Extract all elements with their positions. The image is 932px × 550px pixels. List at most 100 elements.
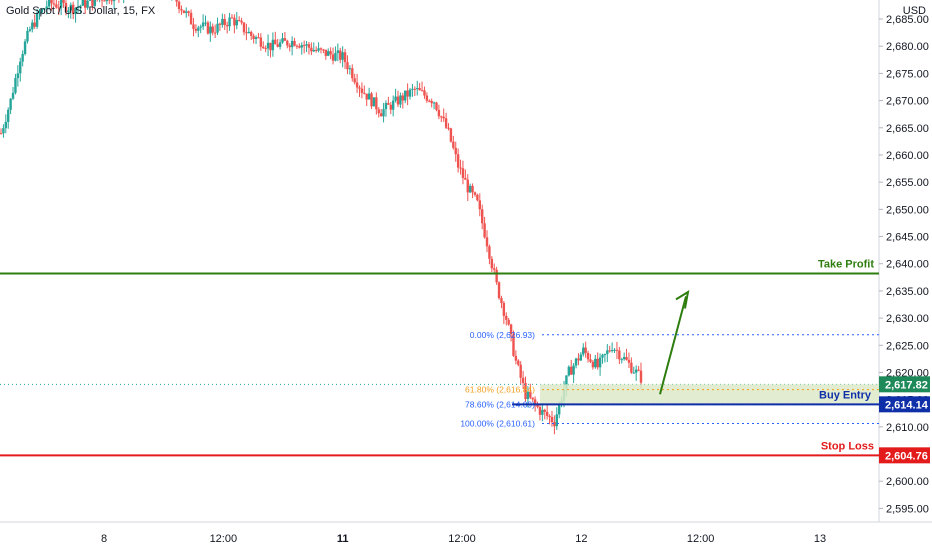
candle-body bbox=[613, 349, 616, 351]
stop-loss-price-tag-bg bbox=[879, 447, 930, 464]
candle-body bbox=[57, 7, 60, 9]
y-tick-label: 2,650.00 bbox=[886, 204, 929, 216]
candle-body bbox=[64, 3, 68, 13]
candle-body bbox=[379, 113, 383, 117]
candle-body bbox=[266, 42, 270, 49]
candle-body bbox=[204, 22, 207, 24]
candle-body bbox=[91, 0, 94, 6]
candle-body bbox=[505, 315, 508, 320]
candle-body bbox=[281, 38, 284, 43]
candle-body bbox=[343, 52, 347, 63]
candle-body bbox=[389, 104, 392, 110]
candle-body bbox=[67, 10, 70, 13]
candle-body bbox=[377, 109, 380, 114]
candle-body bbox=[84, 0, 87, 8]
candle-body bbox=[382, 109, 385, 117]
candle-body bbox=[447, 127, 450, 129]
candle-body bbox=[223, 18, 226, 26]
candle-body bbox=[608, 350, 611, 352]
candle-body bbox=[312, 49, 315, 52]
candle-body bbox=[461, 168, 465, 178]
candle-body bbox=[586, 352, 590, 360]
candle-body bbox=[420, 90, 424, 92]
candle-body bbox=[9, 98, 12, 110]
candle-body bbox=[74, 7, 77, 15]
candle-body bbox=[7, 109, 10, 122]
candle-body bbox=[329, 51, 332, 55]
current-price-tag-bg bbox=[879, 376, 930, 393]
candle-body bbox=[76, 6, 80, 8]
candle-body bbox=[81, 0, 85, 6]
candle-body bbox=[519, 364, 522, 378]
candle-body bbox=[43, 8, 46, 10]
candle-body bbox=[211, 26, 214, 33]
candle-body bbox=[331, 54, 335, 61]
candle-body bbox=[517, 360, 520, 365]
candle-body bbox=[459, 167, 462, 169]
take-profit-label: Take Profit bbox=[818, 259, 874, 271]
candle-body bbox=[276, 44, 279, 47]
candle-body bbox=[625, 357, 628, 360]
candle-body bbox=[452, 141, 455, 148]
price-axis-panel bbox=[879, 0, 932, 550]
candle-body bbox=[180, 9, 183, 11]
stop-loss-price-tag: 2,604.76 bbox=[885, 450, 928, 462]
x-tick-label: 11 bbox=[337, 533, 349, 545]
candle-body bbox=[572, 365, 575, 375]
x-tick-label: 12:00 bbox=[210, 533, 238, 545]
candle-body bbox=[367, 93, 371, 100]
current-price-tag: 2,617.82 bbox=[885, 379, 928, 391]
candle-body bbox=[327, 51, 330, 56]
candle-body bbox=[408, 89, 412, 97]
candle-body bbox=[471, 185, 474, 193]
candle-body bbox=[488, 246, 491, 259]
candle-body bbox=[334, 53, 337, 61]
candle-body bbox=[197, 27, 200, 31]
candle-body bbox=[307, 44, 311, 48]
candle-body bbox=[199, 26, 202, 28]
candle-body bbox=[538, 406, 542, 415]
candle-body bbox=[23, 41, 27, 55]
candle-body bbox=[529, 391, 532, 398]
buy-entry-label: Buy Entry bbox=[819, 389, 872, 401]
candle-body bbox=[468, 185, 472, 193]
candle-body bbox=[589, 359, 592, 362]
candle-body bbox=[411, 88, 414, 90]
candle-body bbox=[493, 268, 496, 270]
candle-body bbox=[391, 100, 395, 110]
fib-label: 100.00% (2,610.61) bbox=[460, 419, 535, 429]
candle-body bbox=[336, 50, 340, 54]
x-tick-label: 12:00 bbox=[448, 533, 476, 545]
candle-body bbox=[464, 177, 467, 180]
candle-body bbox=[582, 347, 585, 355]
candle-body bbox=[351, 68, 354, 79]
y-tick-label: 2,635.00 bbox=[886, 286, 929, 298]
candle-body bbox=[286, 40, 289, 46]
candle-body bbox=[507, 319, 510, 325]
candle-body bbox=[55, 4, 58, 8]
candle-body bbox=[33, 22, 36, 27]
candle-body bbox=[300, 45, 303, 48]
candle-body bbox=[567, 366, 571, 376]
candle-body bbox=[521, 377, 525, 383]
candle-body bbox=[444, 118, 448, 128]
candle-body bbox=[355, 82, 359, 88]
x-tick-label: 12:00 bbox=[687, 533, 715, 545]
candle-body bbox=[596, 358, 599, 368]
candle-body bbox=[442, 116, 445, 119]
currency-label: USD bbox=[902, 5, 926, 17]
candle-body bbox=[360, 88, 364, 93]
candle-body bbox=[339, 50, 342, 60]
candle-body bbox=[622, 357, 626, 360]
candle-body bbox=[418, 88, 421, 91]
arrow-head-icon bbox=[675, 289, 690, 309]
y-tick-label: 2,665.00 bbox=[886, 123, 929, 135]
candle-body bbox=[35, 13, 39, 27]
y-tick-label: 2,655.00 bbox=[886, 177, 929, 189]
candle-body bbox=[536, 404, 539, 407]
candle-body bbox=[533, 399, 537, 405]
symbol-title: Gold Spot / U.S. Dollar, 15, FX bbox=[6, 5, 156, 17]
candle-body bbox=[639, 370, 643, 383]
candle-body bbox=[213, 32, 217, 34]
